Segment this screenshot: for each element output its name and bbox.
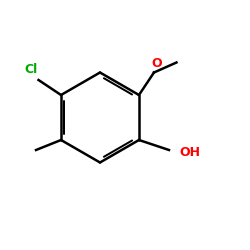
Text: OH: OH [179,146,200,159]
Text: Cl: Cl [24,63,38,76]
Text: O: O [151,57,162,70]
